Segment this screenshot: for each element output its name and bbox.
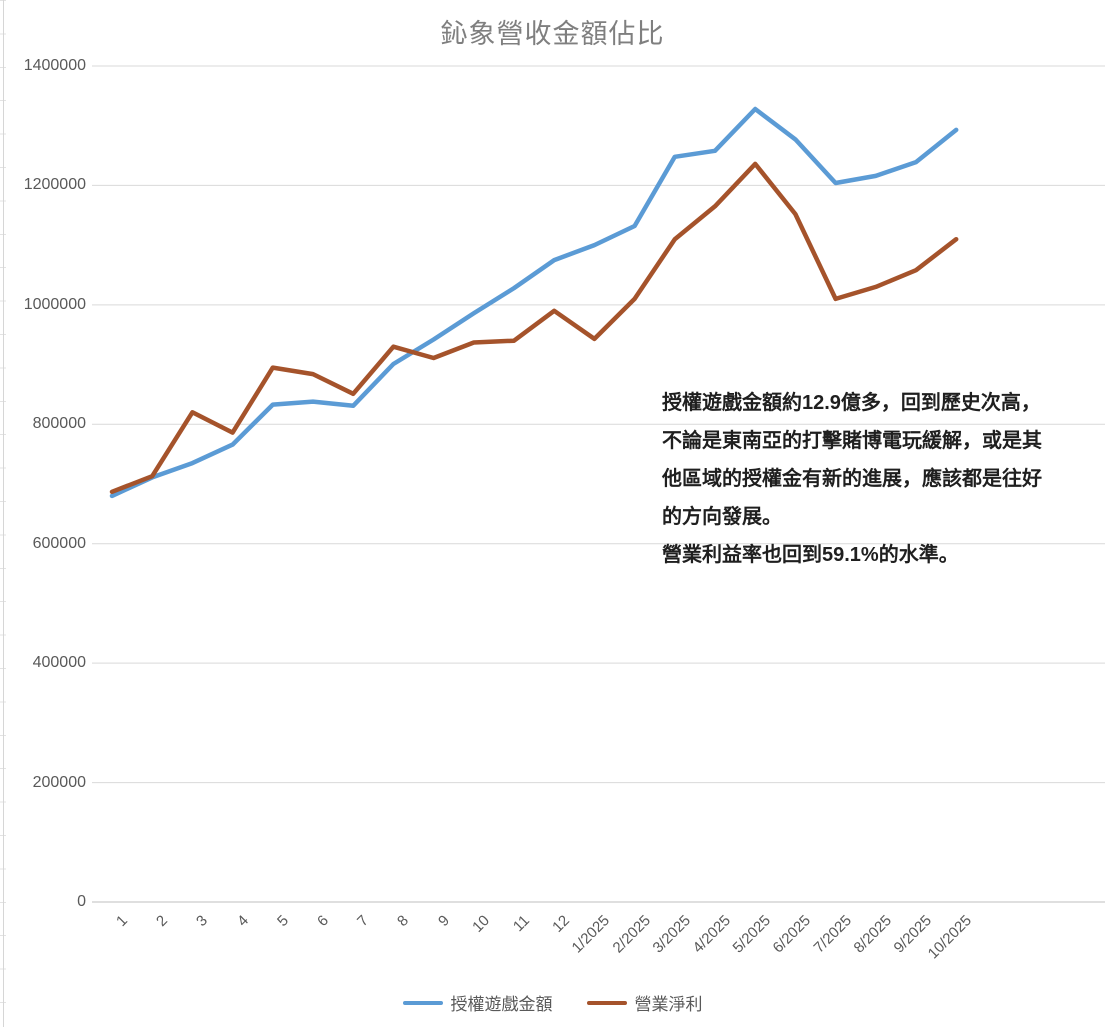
y-axis-tick-label: 800000 — [32, 415, 86, 433]
spreadsheet-column-border — [3, 0, 4, 1027]
series-line-0[interactable] — [109, 106, 959, 499]
legend-line-swatch — [402, 1000, 443, 1005]
annotation-line: 不論是東南亞的打擊賭博電玩緩解，或是其 — [662, 430, 1042, 452]
series-line-1[interactable] — [109, 161, 959, 495]
y-axis-tick-label: 600000 — [32, 534, 86, 552]
annotation-text-box: 授權遊戲金額約12.9億多，回到歷史次高， 不論是東南亞的打擊賭博電玩緩解，或是… — [662, 384, 1082, 574]
y-axis-tick-label: 1400000 — [23, 57, 86, 74]
legend-label: 授權遊戲金額 — [450, 995, 553, 1014]
legend-item-1[interactable]: 營業淨利 — [586, 990, 703, 1015]
gridlines — [92, 65, 1105, 903]
legend-label: 營業淨利 — [634, 995, 703, 1014]
annotation-line: 的方向發展。 — [662, 506, 782, 528]
legend-line-swatch — [586, 1000, 627, 1005]
legend-item-0[interactable]: 授權遊戲金額 — [402, 990, 553, 1015]
annotation-line: 他區域的授權金有新的進展，應該都是往好 — [662, 468, 1042, 490]
y-axis-tick-label: 0 — [77, 893, 86, 910]
annotation-line: 營業利益率也回到59.1%的水準。 — [662, 544, 959, 566]
y-axis-tick-label: 1200000 — [23, 176, 86, 194]
chart-legend: 授權遊戲金額 營業淨利 — [0, 990, 1105, 1015]
y-axis-tick-label: 1000000 — [23, 295, 86, 313]
y-axis-tick-label: 200000 — [32, 773, 86, 791]
annotation-line: 授權遊戲金額約12.9億多，回到歷史次高， — [662, 392, 1041, 414]
y-axis-tick-label: 400000 — [32, 654, 86, 672]
chart-title: 鈊象營收金額佔比 — [440, 19, 665, 49]
